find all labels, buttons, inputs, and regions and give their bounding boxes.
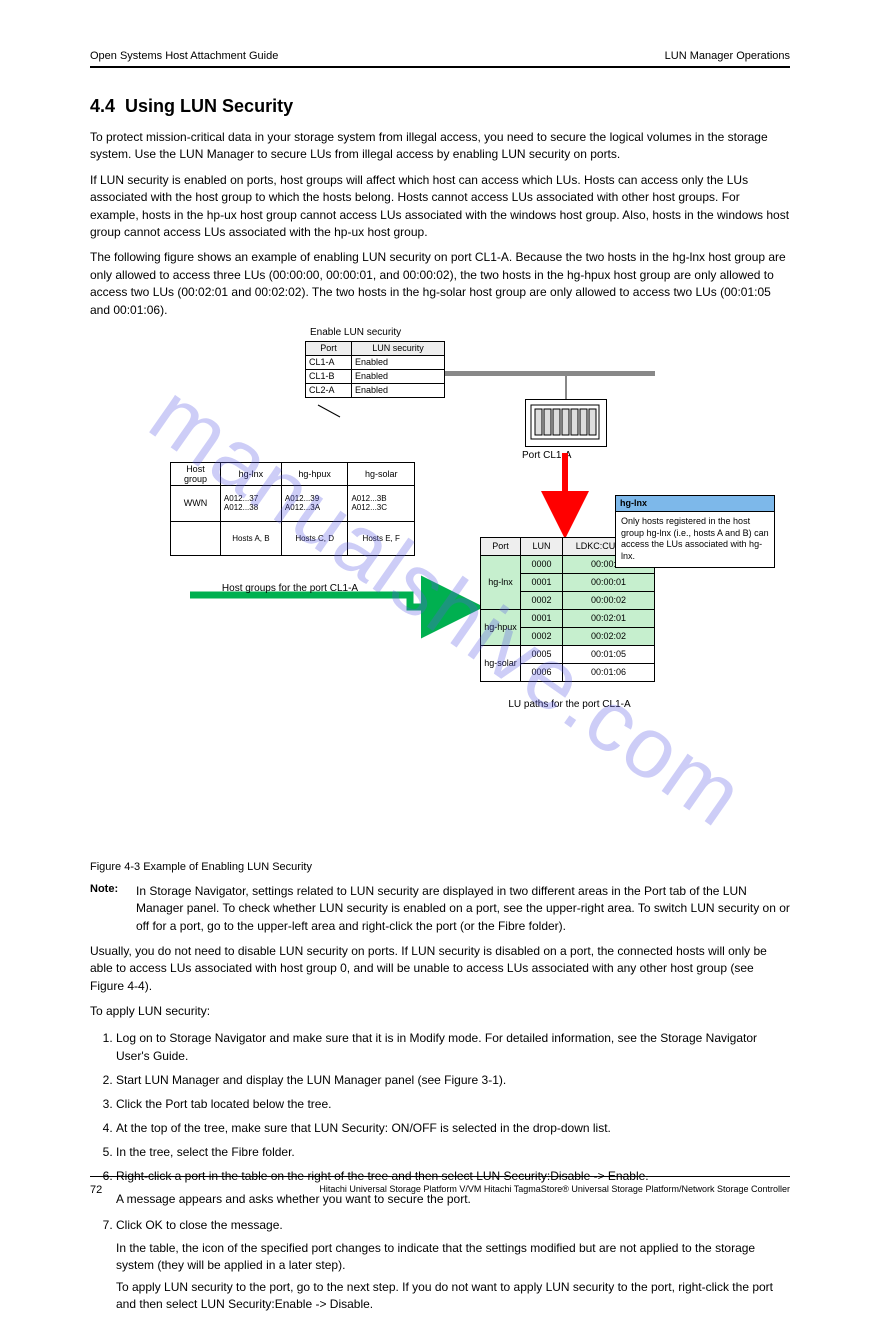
footer-right: Hitachi Universal Storage Platform V/VM …	[319, 1184, 790, 1196]
note-body: In Storage Navigator, settings related t…	[136, 883, 790, 935]
raid-port-label: Port CL1-A	[522, 450, 571, 462]
steps-list-2: Click OK to close the message.	[116, 1216, 790, 1234]
sub-note-2: In the table, the icon of the specified …	[116, 1240, 790, 1314]
popup-text: Only hosts registered in the host group …	[616, 512, 774, 567]
header-left: Open Systems Host Attachment Guide	[90, 50, 278, 62]
footer-row: 72 Hitachi Universal Storage Platform V/…	[90, 1184, 790, 1196]
network-drop	[565, 376, 567, 400]
figure-caption: Figure 4-3 Example of Enabling LUN Secur…	[90, 861, 790, 873]
lun-security-table: PortLUN security CL1-AEnabled CL1-BEnabl…	[305, 341, 445, 398]
note-label: Note:	[90, 883, 136, 935]
header-rule	[90, 66, 790, 68]
network-bar	[445, 371, 655, 376]
step-2: Start LUN Manager and display the LUN Ma…	[116, 1071, 790, 1089]
steps-intro: To apply LUN security:	[90, 1003, 790, 1020]
header-right: LUN Manager Operations	[665, 50, 790, 62]
steps-list: Log on to Storage Navigator and make sur…	[116, 1029, 790, 1185]
step-3: Click the Port tab located below the tre…	[116, 1095, 790, 1113]
hostgroup-table: Hostgroup hg-lnx hg-hpux hg-solar WWN A0…	[170, 462, 415, 556]
intro-p1: To protect mission-critical data in your…	[90, 129, 790, 164]
raid-array-icon	[525, 399, 607, 447]
lun-sec-title: Enable LUN security	[310, 327, 401, 339]
section-heading: 4.4 Using LUN Security	[90, 96, 790, 117]
footer-rule	[90, 1176, 790, 1177]
footer-pagenum: 72	[90, 1184, 102, 1196]
page-header: Open Systems Host Attachment Guide LUN M…	[90, 50, 790, 66]
intro-p2: If LUN security is enabled on ports, hos…	[90, 172, 790, 242]
popup-box: hg-lnx Only hosts registered in the host…	[615, 495, 775, 568]
figure-diagram: Enable LUN security PortLUN security CL1…	[90, 327, 790, 847]
popup-title: hg-lnx	[616, 496, 774, 512]
step-5: In the tree, select the Fibre folder.	[116, 1143, 790, 1161]
step-7: Click OK to close the message.	[116, 1216, 790, 1234]
closing-paragraph: Usually, you do not need to disable LUN …	[90, 943, 790, 995]
portlun-footer: LU paths for the port CL1-A	[482, 699, 657, 711]
step-1: Log on to Storage Navigator and make sur…	[116, 1029, 790, 1065]
note-block: Note: In Storage Navigator, settings rel…	[90, 883, 790, 935]
step-4: At the top of the tree, make sure that L…	[116, 1119, 790, 1137]
hostgroup-footer: Host groups for the port CL1-A	[190, 583, 390, 595]
intro-p3: The following figure shows an example of…	[90, 249, 790, 319]
